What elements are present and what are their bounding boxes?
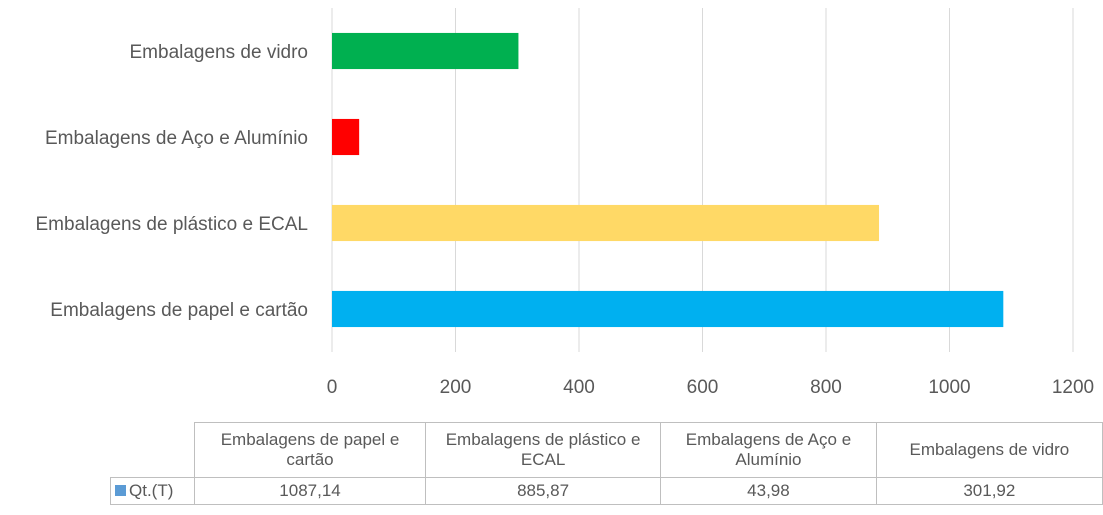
legend-key	[115, 485, 126, 497]
bar-chart: Embalagens de papel e cartão Embalagens d…	[36, 8, 1094, 398]
data-table-header: Embalagens de Aço e Alumínio	[660, 422, 877, 478]
x-tick-label: 1200	[1052, 377, 1094, 398]
data-table-value: 885,87	[424, 477, 662, 505]
data-table-header-row: Embalagens de papel e cartão Embalagens …	[110, 422, 1103, 478]
x-tick-label: 800	[810, 377, 842, 398]
data-table-series-cell: Qt.(T)	[109, 477, 196, 505]
category-labels: Embalagens de papel e cartão Embalagens d…	[36, 42, 309, 321]
bar	[332, 290, 1004, 328]
data-table: Embalagens de papel e cartão Embalagens …	[109, 422, 1103, 505]
data-table-value: 1087,14	[194, 477, 426, 505]
category-label: Embalagens de plástico e ECAL	[36, 214, 309, 235]
category-label: Embalagens de vidro	[130, 42, 309, 63]
bars	[332, 32, 1004, 328]
bar	[332, 32, 519, 70]
data-table-value: 301,92	[875, 477, 1103, 505]
bar	[332, 204, 880, 242]
category-label: Embalagens de Aço e Alumínio	[45, 128, 308, 149]
series-name: Qt.(T)	[129, 481, 174, 500]
x-tick-label: 1000	[928, 377, 970, 398]
data-table-value: 43,98	[660, 477, 877, 505]
data-table-header: Embalagens de vidro	[875, 422, 1103, 478]
x-tick-label: 200	[440, 377, 472, 398]
x-tick-label: 0	[327, 377, 338, 398]
bar	[332, 118, 360, 156]
data-table-corner	[110, 422, 196, 478]
x-tick-label: 400	[563, 377, 595, 398]
x-tick-labels: 0 200 400 600 800 1000 1200	[327, 377, 1094, 398]
data-table-header: Embalagens de papel e cartão	[194, 422, 426, 478]
x-tick-label: 600	[687, 377, 719, 398]
data-table-header: Embalagens de plástico e ECAL	[424, 422, 662, 478]
category-label: Embalagens de papel e cartão	[50, 300, 308, 321]
data-table-row: Qt.(T) 1087,14 885,87 43,98 301,92	[109, 477, 1103, 505]
